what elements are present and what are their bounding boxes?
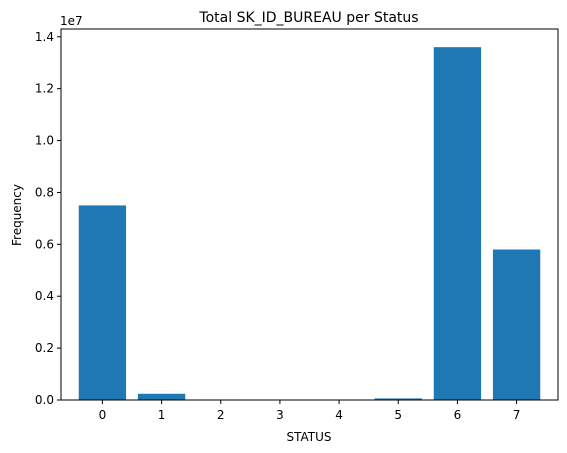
y-tick-label: 1.0 <box>35 134 54 148</box>
y-tick-label: 0.6 <box>35 237 54 251</box>
y-tick-label: 1.4 <box>35 30 54 44</box>
x-tick-label: 0 <box>99 408 107 422</box>
bar-status-5 <box>374 398 422 400</box>
y-tick-label: 0.0 <box>35 393 54 407</box>
bar-status-1 <box>137 393 186 400</box>
x-tick-label: 2 <box>217 408 225 422</box>
y-axis-offset-label: 1e7 <box>60 14 83 28</box>
x-axis-label: STATUS <box>286 430 331 444</box>
bar-status-0 <box>78 205 127 400</box>
x-tick-label: 3 <box>276 408 284 422</box>
y-tick-label: 0.8 <box>35 185 54 199</box>
ticks-layer: 0 1 2 3 4 5 6 7 0.0 0.2 0.4 0.6 0.8 1.0 1.2 1.4 <box>35 30 520 422</box>
x-tick-label: 4 <box>335 408 343 422</box>
x-tick-label: 1 <box>158 408 166 422</box>
x-tick-label: 7 <box>513 408 521 422</box>
plot-frame <box>60 28 559 401</box>
y-tick-label: 1.2 <box>35 82 54 96</box>
y-tick-label: 0.4 <box>35 289 54 303</box>
chart-title: Total SK_ID_BUREAU per Status <box>198 10 418 26</box>
bars-layer <box>78 47 541 400</box>
bar-status-6 <box>433 47 482 400</box>
x-tick-label: 6 <box>454 408 462 422</box>
bar-status-7 <box>492 249 541 400</box>
y-axis-label: Frequency <box>10 184 24 246</box>
x-tick-label: 5 <box>394 408 402 422</box>
y-tick-label: 0.2 <box>35 341 54 355</box>
